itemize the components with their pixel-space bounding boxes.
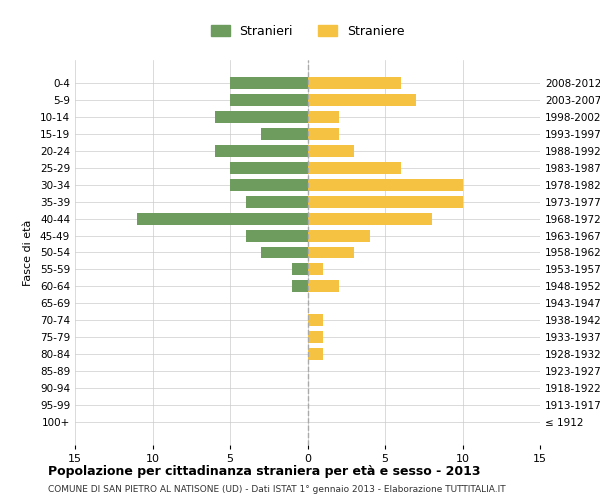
Bar: [308, 112, 338, 123]
Text: Popolazione per cittadinanza straniera per età e sesso - 2013: Popolazione per cittadinanza straniera p…: [48, 465, 481, 478]
Bar: [308, 348, 323, 360]
Bar: [308, 145, 354, 157]
Bar: [308, 213, 431, 224]
Bar: [230, 179, 308, 191]
Bar: [308, 94, 416, 106]
Bar: [308, 246, 354, 258]
Bar: [245, 230, 308, 241]
Bar: [230, 94, 308, 106]
Bar: [308, 280, 338, 292]
Bar: [308, 331, 323, 343]
Bar: [230, 162, 308, 174]
Text: COMUNE DI SAN PIETRO AL NATISONE (UD) - Dati ISTAT 1° gennaio 2013 - Elaborazion: COMUNE DI SAN PIETRO AL NATISONE (UD) - …: [48, 485, 506, 494]
Y-axis label: Fasce di età: Fasce di età: [23, 220, 33, 286]
Bar: [308, 179, 463, 191]
Bar: [215, 112, 308, 123]
Legend: Stranieri, Straniere: Stranieri, Straniere: [206, 20, 409, 43]
Bar: [308, 264, 323, 276]
Bar: [215, 145, 308, 157]
Bar: [261, 128, 308, 140]
Bar: [308, 128, 338, 140]
Bar: [292, 280, 308, 292]
Bar: [292, 264, 308, 276]
Bar: [230, 78, 308, 90]
Bar: [308, 314, 323, 326]
Bar: [308, 162, 401, 174]
Bar: [308, 196, 463, 207]
Bar: [308, 230, 370, 241]
Bar: [261, 246, 308, 258]
Bar: [245, 196, 308, 207]
Bar: [308, 78, 401, 90]
Bar: [137, 213, 308, 224]
